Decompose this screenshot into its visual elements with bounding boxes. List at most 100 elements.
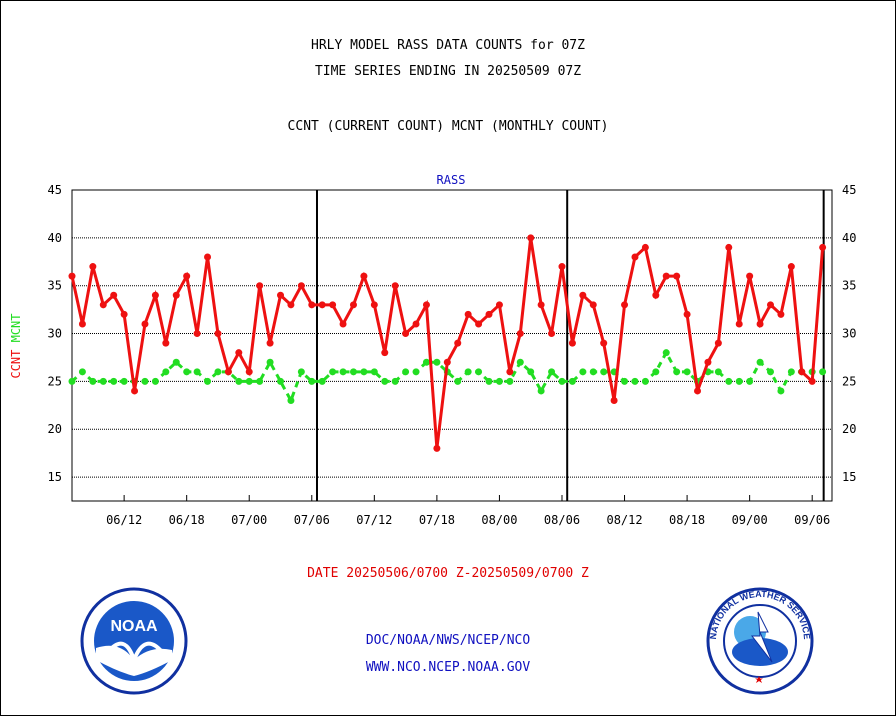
title-line-1: HRLY MODEL RASS DATA COUNTS for 07Z xyxy=(311,38,585,53)
mcnt-point xyxy=(819,368,827,376)
ccnt-point xyxy=(256,282,264,290)
mcnt-point xyxy=(183,368,191,376)
mcnt-point xyxy=(756,358,764,366)
ccnt-point xyxy=(412,320,420,328)
mcnt-point xyxy=(662,349,670,357)
ccnt-point xyxy=(381,349,389,357)
x-tick-label: 06/12 xyxy=(106,513,142,527)
y-axis-label-ccnt: CCNT xyxy=(9,342,23,378)
mcnt-point xyxy=(673,368,681,376)
nws-logo: NATIONAL WEATHER SERVICE xyxy=(706,587,814,695)
mcnt-point xyxy=(433,358,441,366)
ccnt-point xyxy=(527,234,535,242)
ccnt-point xyxy=(621,301,629,309)
mcnt-point xyxy=(485,377,493,385)
url-line: WWW.NCO.NCEP.NOAA.GOV xyxy=(365,660,531,675)
mcnt-point xyxy=(110,377,118,385)
mcnt-point xyxy=(235,377,243,385)
mcnt-point xyxy=(641,377,649,385)
noaa-logo: NOAA xyxy=(80,587,188,695)
mcnt-point xyxy=(652,368,660,376)
mcnt-point xyxy=(360,368,368,376)
mcnt-point xyxy=(68,377,76,385)
mcnt-point xyxy=(266,358,274,366)
ccnt-point xyxy=(162,339,170,347)
mcnt-point xyxy=(568,377,576,385)
ccnt-point xyxy=(798,368,806,376)
series-layer xyxy=(68,234,827,452)
ccnt-point xyxy=(443,358,451,366)
y-tick-label-left: 30 xyxy=(48,327,62,341)
mcnt-point xyxy=(214,368,222,376)
y-tick-label-right: 20 xyxy=(842,422,856,436)
y-tick-label-left: 15 xyxy=(48,470,62,484)
ccnt-line xyxy=(70,237,825,449)
mcnt-point xyxy=(589,368,597,376)
x-tick-label: 07/06 xyxy=(294,513,330,527)
mcnt-point xyxy=(329,368,337,376)
y-tick-label-right: 40 xyxy=(842,231,856,245)
mcnt-point xyxy=(245,377,253,385)
mcnt-point xyxy=(558,377,566,385)
y-tick-label-left: 20 xyxy=(48,422,62,436)
ccnt-point xyxy=(402,330,410,338)
ccnt-point xyxy=(370,301,378,309)
ccnt-point xyxy=(68,272,76,280)
mcnt-point xyxy=(777,387,785,395)
ccnt-point xyxy=(131,387,139,395)
ccnt-point xyxy=(537,301,545,309)
mcnt-point xyxy=(172,358,180,366)
mcnt-point xyxy=(746,377,754,385)
mcnt-point xyxy=(683,368,691,376)
ccnt-point xyxy=(568,339,576,347)
ccnt-point xyxy=(631,253,639,261)
mcnt-point xyxy=(349,368,357,376)
ccnt-point xyxy=(808,377,816,385)
ccnt-point xyxy=(183,272,191,280)
plot-title: RASS xyxy=(437,173,466,187)
ccnt-point xyxy=(89,263,97,271)
mcnt-point xyxy=(495,377,503,385)
ccnt-point xyxy=(110,291,118,299)
ccnt-point xyxy=(433,444,441,452)
ccnt-point xyxy=(235,349,243,357)
ccnt-point xyxy=(454,339,462,347)
x-tick-label: 08/06 xyxy=(544,513,580,527)
mcnt-point xyxy=(381,377,389,385)
ccnt-point xyxy=(725,243,733,251)
mcnt-point xyxy=(787,368,795,376)
mcnt-point xyxy=(193,368,201,376)
ccnt-point xyxy=(756,320,764,328)
mcnt-point xyxy=(162,368,170,376)
ccnt-point xyxy=(204,253,212,261)
ccnt-point xyxy=(735,320,743,328)
mcnt-point xyxy=(766,368,774,376)
ccnt-point xyxy=(589,301,597,309)
date-range: DATE 20250506/0700 Z-20250509/0700 Z xyxy=(307,566,589,581)
x-tick-label: 08/18 xyxy=(669,513,705,527)
ccnt-point xyxy=(329,301,337,309)
ccnt-point xyxy=(297,282,305,290)
mcnt-point xyxy=(99,377,107,385)
plot-area xyxy=(71,189,833,502)
y-tick-label-right: 45 xyxy=(842,183,856,197)
mcnt-point xyxy=(735,377,743,385)
ccnt-point xyxy=(694,387,702,395)
ccnt-point xyxy=(287,301,295,309)
x-tick-label: 07/00 xyxy=(231,513,267,527)
mcnt-point xyxy=(600,368,608,376)
ccnt-point xyxy=(360,272,368,280)
x-tick-label: 09/06 xyxy=(794,513,830,527)
ccnt-point xyxy=(141,320,149,328)
mcnt-point xyxy=(391,377,399,385)
mcnt-point xyxy=(621,377,629,385)
mcnt-point xyxy=(287,397,295,405)
ccnt-point xyxy=(777,310,785,318)
ccnt-point xyxy=(704,358,712,366)
ccnt-point xyxy=(652,291,660,299)
y-tick-label-right: 30 xyxy=(842,327,856,341)
mcnt-point xyxy=(548,368,556,376)
ccnt-point xyxy=(277,291,285,299)
x-tick-label: 09/00 xyxy=(732,513,768,527)
org-line: DOC/NOAA/NWS/NCEP/NCO xyxy=(365,633,531,648)
